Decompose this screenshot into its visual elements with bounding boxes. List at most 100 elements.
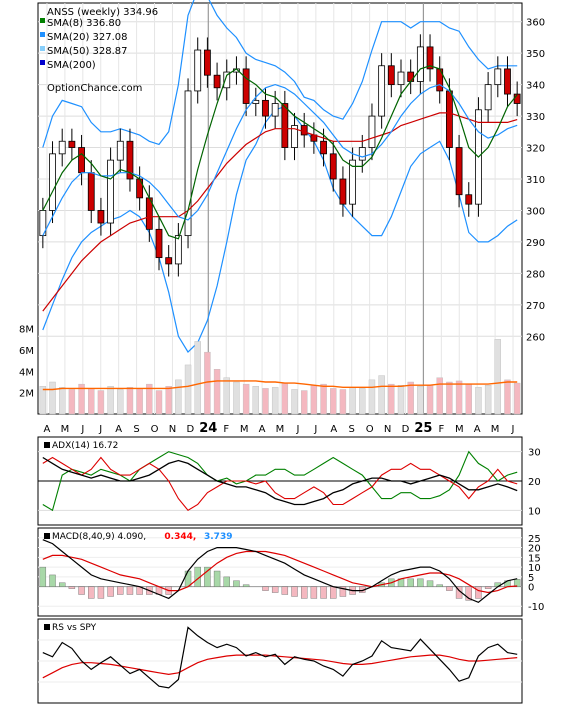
candle-body — [504, 68, 511, 95]
adx-panel: 30 20 10 ADX(14) 16.72 — [37, 436, 541, 526]
candle-body — [445, 90, 453, 148]
macd-histogram-bar — [117, 586, 124, 595]
volume-bar — [388, 383, 395, 415]
x-tick-label: M — [455, 424, 464, 435]
upper-band-line — [42, 0, 518, 148]
volume-y-tick-label: 2M — [19, 389, 34, 400]
x-tick-label: J — [98, 424, 102, 435]
candle-body — [387, 65, 395, 86]
macd-signal-line — [42, 550, 518, 594]
volume-bar — [262, 388, 269, 415]
volume-bar — [252, 386, 260, 415]
candle-body — [107, 159, 114, 224]
volume-bar — [39, 386, 47, 415]
candle-body — [78, 147, 85, 174]
x-axis-labels: A M J J A S O N D 24 F M A M J J A S O N D 25 F M A M J — [44, 421, 515, 436]
price-y-tick-label: 310 — [526, 175, 545, 186]
x-tick-label: M — [61, 424, 70, 435]
x-tick-label: D — [402, 424, 410, 435]
volume-bar — [359, 388, 366, 415]
price-y-tick-label: 300 — [526, 206, 545, 217]
candle-body — [194, 49, 202, 92]
candle-body — [368, 115, 376, 148]
x-tick-label: A — [474, 424, 481, 435]
candle-body — [184, 90, 192, 237]
volume-bar — [378, 375, 385, 415]
volume-bar — [184, 364, 192, 415]
x-tick-label: A — [259, 424, 266, 435]
volume-bar — [213, 369, 221, 415]
volume-bar — [484, 385, 492, 415]
macd-histogram-bar — [233, 580, 240, 587]
macd-histogram-bar — [330, 586, 337, 599]
candle-body — [484, 84, 492, 111]
candle-body — [126, 140, 134, 180]
macd-histogram-bar — [59, 582, 66, 587]
macd-lines — [42, 539, 518, 603]
adx-y-tick-label: 20 — [528, 477, 541, 488]
volume-bar — [320, 383, 327, 415]
plus-di-line — [42, 450, 518, 512]
candle-body — [213, 74, 221, 89]
x-tick-label: F — [223, 424, 229, 435]
volume-bar — [271, 387, 279, 415]
candle-body — [262, 99, 269, 117]
macd-histogram-bar — [213, 570, 221, 587]
legend-label: SMA(50) 328.87 — [47, 46, 128, 57]
volume-y-tick-label: 8M — [19, 325, 34, 336]
macd-line — [42, 539, 518, 603]
adx-title: ADX(14) 16.72 — [52, 441, 118, 451]
macd-histogram-bar — [446, 586, 453, 591]
volume-bar — [513, 382, 521, 415]
candle-body — [242, 68, 250, 104]
volume-bar — [368, 379, 376, 415]
price-y-tick-label: 280 — [526, 269, 545, 280]
volume-bar — [117, 389, 124, 415]
volume-bar — [59, 387, 66, 415]
x-tick-label: J — [295, 424, 299, 435]
volume-bar — [281, 382, 289, 415]
x-tick-label: N — [384, 424, 391, 435]
volume-bar — [310, 385, 318, 415]
x-tick-label: S — [133, 424, 139, 435]
candle-body — [416, 46, 424, 82]
volume-bar — [455, 380, 463, 415]
volume-bar — [330, 388, 337, 415]
candle-body — [165, 257, 173, 265]
macd-y-tick-label: 25 — [528, 534, 541, 545]
volume-bar — [78, 383, 85, 415]
price-panel: 360 350 340 330 320 310 300 290 280 270 260 8M 6M 4M… — [19, 0, 545, 415]
rs-line — [42, 626, 518, 689]
candle-body — [407, 71, 415, 82]
x-tick-label: F — [438, 424, 444, 435]
legend-label: SMA(8) 336.80 — [47, 18, 121, 29]
volume-bar — [223, 377, 230, 415]
price-y-tick-label: 350 — [526, 49, 545, 60]
x-tick-label: A — [44, 424, 51, 435]
macd-histogram-bar — [49, 574, 56, 587]
price-y-tick-label: 320 — [526, 144, 545, 155]
macd-histogram-bar — [88, 586, 95, 599]
x-tick-label: N — [169, 424, 176, 435]
candle-body — [174, 235, 182, 265]
macd-histogram-bar — [39, 566, 47, 587]
volume-bar — [494, 339, 501, 415]
macd-histogram-bar — [339, 586, 347, 597]
x-tick-label: M — [276, 424, 285, 435]
volume-bar — [136, 388, 143, 415]
sma8-line — [42, 65, 518, 240]
price-y-tick-label: 340 — [526, 81, 545, 92]
volume-bar — [301, 390, 308, 415]
legend-swatch — [40, 18, 45, 23]
volume-bars — [39, 339, 521, 415]
macd-histogram-bar — [281, 586, 289, 595]
volume-bar — [146, 383, 153, 415]
volume-bar — [165, 386, 172, 415]
macd-histogram-bar — [262, 586, 269, 591]
volume-bar — [88, 388, 95, 415]
macd-histogram-bar — [301, 586, 308, 599]
volume-bar — [175, 379, 182, 415]
candle-body — [116, 140, 124, 161]
macd-histogram-bar — [291, 586, 298, 597]
